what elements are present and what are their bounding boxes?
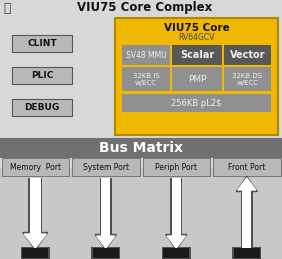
Polygon shape <box>166 234 187 249</box>
Bar <box>172 67 222 91</box>
Bar <box>12 35 72 52</box>
Polygon shape <box>167 236 185 248</box>
Text: RV64GCV: RV64GCV <box>178 33 215 42</box>
Bar <box>224 67 271 91</box>
Bar <box>0 168 282 259</box>
Bar <box>213 158 281 176</box>
Bar <box>142 158 210 176</box>
Bar <box>232 247 261 259</box>
Bar <box>12 67 72 84</box>
Bar <box>1 158 69 176</box>
Bar <box>234 248 260 258</box>
Bar <box>122 67 170 91</box>
Bar <box>172 178 181 236</box>
Text: CLINT: CLINT <box>27 39 57 48</box>
Text: 32KB IS
w/ECC: 32KB IS w/ECC <box>133 73 159 85</box>
Text: VIU75 Core Complex: VIU75 Core Complex <box>77 2 213 15</box>
Bar <box>30 178 41 234</box>
Bar <box>122 45 170 65</box>
Bar <box>0 138 282 158</box>
Bar <box>12 99 72 116</box>
Bar <box>162 247 191 259</box>
Bar <box>115 18 278 135</box>
Text: Front Port: Front Port <box>228 163 265 172</box>
Polygon shape <box>23 233 48 249</box>
Text: 32KB DS
w/ECC: 32KB DS w/ECC <box>232 73 263 85</box>
Text: Periph Port: Periph Port <box>155 163 197 172</box>
Bar <box>122 94 271 112</box>
Bar <box>100 178 112 238</box>
Polygon shape <box>97 236 115 248</box>
Bar <box>28 178 42 235</box>
Bar <box>163 248 189 258</box>
Text: System Port: System Port <box>83 163 129 172</box>
Polygon shape <box>24 234 46 248</box>
Bar <box>242 190 251 248</box>
Bar <box>22 248 48 258</box>
Text: ⧉: ⧉ <box>3 2 11 15</box>
Text: DEBUG: DEBUG <box>24 103 60 112</box>
Text: Scalar: Scalar <box>180 50 214 60</box>
Bar <box>93 248 119 258</box>
Text: PMP: PMP <box>188 75 206 83</box>
Text: Memory  Port: Memory Port <box>10 163 61 172</box>
Bar <box>172 45 222 65</box>
Bar <box>101 178 110 236</box>
Text: Vector: Vector <box>230 50 265 60</box>
Polygon shape <box>236 176 257 191</box>
Bar <box>91 247 120 259</box>
Text: 256KB pL2$: 256KB pL2$ <box>171 98 222 107</box>
Bar <box>241 189 253 249</box>
Bar <box>72 158 140 176</box>
Bar <box>170 178 182 238</box>
Text: VIU75 Core: VIU75 Core <box>164 23 229 33</box>
Polygon shape <box>95 234 116 249</box>
Bar <box>21 247 50 259</box>
Text: Bus Matrix: Bus Matrix <box>99 141 183 155</box>
Polygon shape <box>238 178 256 190</box>
Text: PLIC: PLIC <box>31 71 53 80</box>
Bar <box>224 45 271 65</box>
Text: SV48 MMU: SV48 MMU <box>125 51 166 60</box>
